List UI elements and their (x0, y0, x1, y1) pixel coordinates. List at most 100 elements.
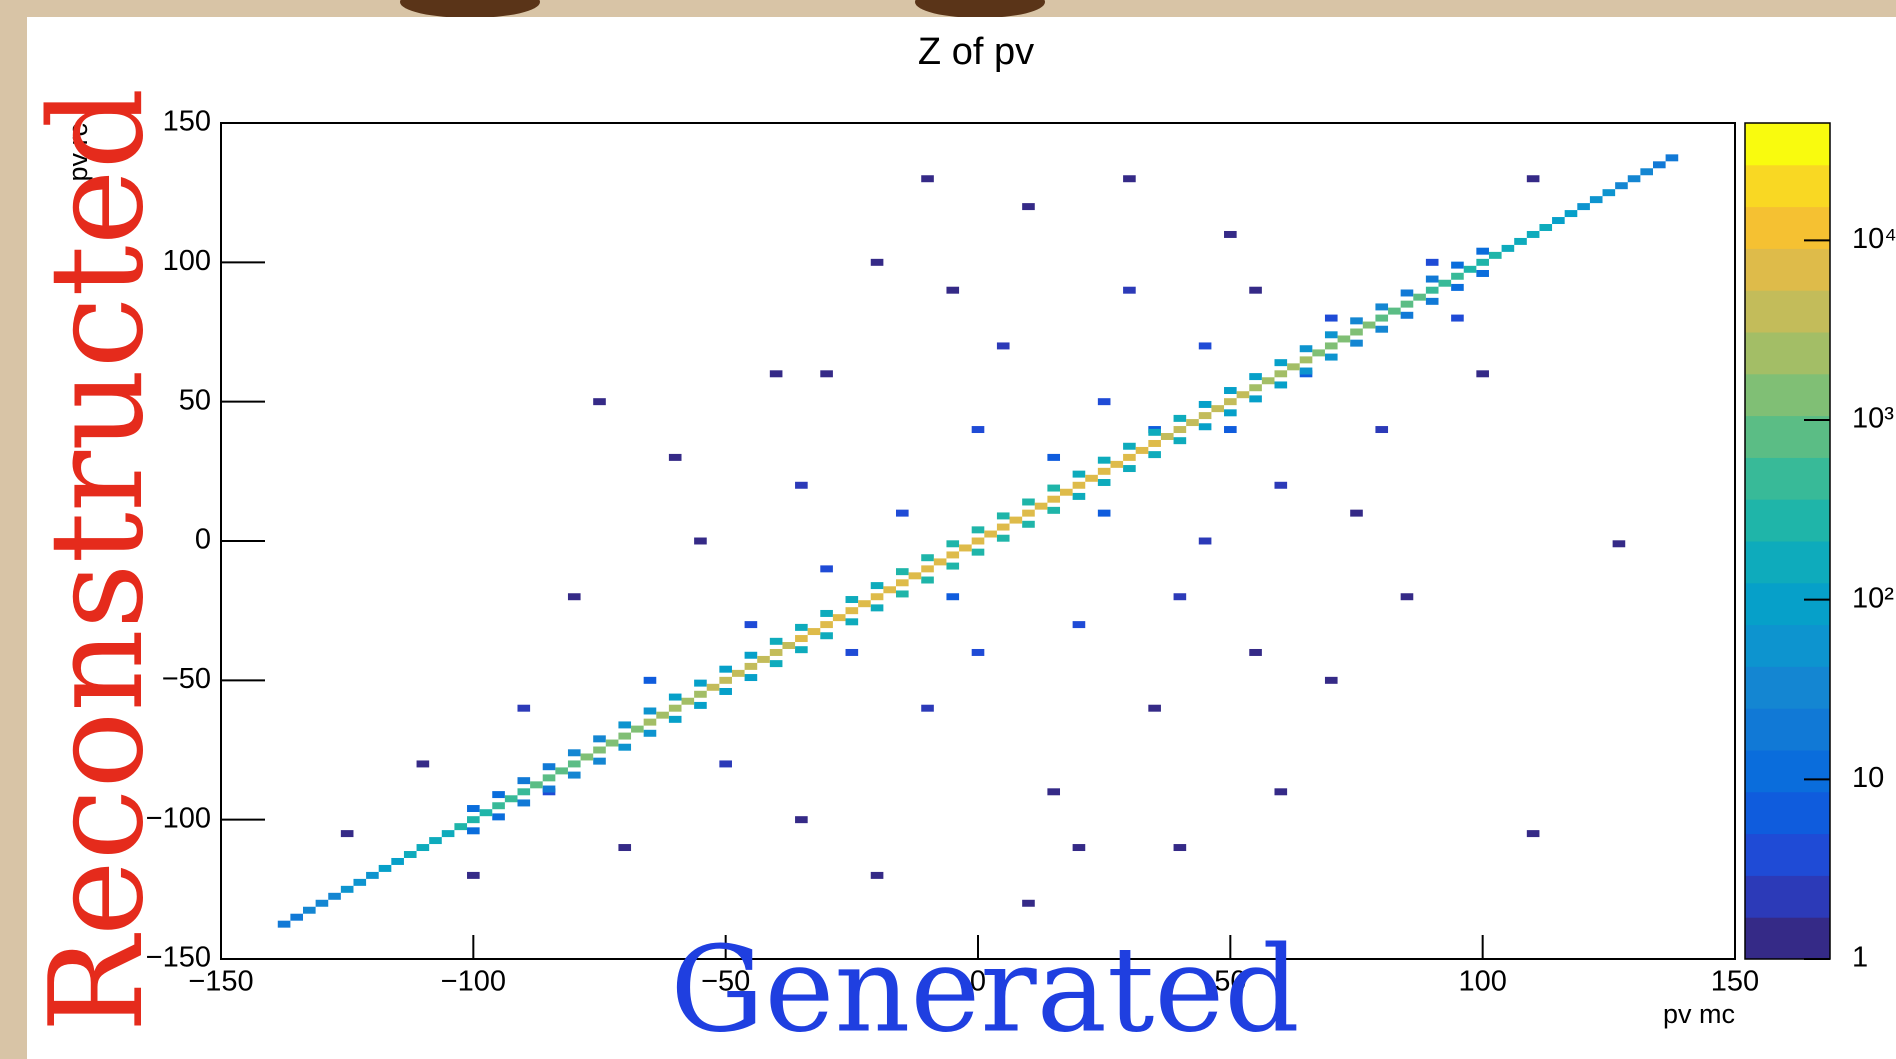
cell (1400, 289, 1414, 297)
cell (1350, 317, 1363, 325)
cell (668, 693, 682, 701)
cell (517, 777, 531, 785)
cell (1526, 830, 1540, 838)
cell (1425, 297, 1439, 305)
cell (1350, 509, 1363, 517)
cell (1627, 175, 1641, 183)
cell (340, 830, 354, 838)
colorbar-band (1745, 582, 1830, 626)
cell (1047, 453, 1061, 461)
cell (618, 844, 632, 852)
cell (668, 715, 682, 723)
cell (681, 697, 695, 705)
cell (946, 562, 960, 570)
cell (1224, 426, 1237, 434)
cell (1324, 353, 1338, 361)
cell (996, 523, 1010, 531)
cell (996, 342, 1010, 350)
cell (921, 565, 934, 573)
cell (618, 721, 632, 729)
cell (719, 665, 732, 673)
cell (1526, 175, 1540, 183)
cell (340, 885, 354, 893)
plot-area: −150 −100 −50 0 50 100 150 −150 −100 −50 0 50 100 150… (146, 106, 1896, 998)
cell (845, 618, 859, 626)
cell (429, 837, 442, 845)
cell (441, 830, 455, 838)
cell (1362, 321, 1376, 329)
cell (845, 596, 859, 604)
colorbar-band (1745, 499, 1830, 542)
cell (643, 718, 657, 726)
cell (542, 763, 556, 771)
cell (694, 679, 707, 687)
x-tick-label: 100 (1458, 966, 1506, 998)
cell (1400, 300, 1414, 308)
cell (1097, 398, 1111, 406)
cell (542, 785, 556, 793)
cell (1110, 460, 1124, 468)
y-tick-label: 0 (195, 524, 211, 556)
cell (328, 892, 341, 900)
cell (467, 827, 480, 835)
cell (1236, 391, 1250, 399)
cell (1249, 384, 1262, 392)
cell (1615, 182, 1628, 190)
colorbar-band (1745, 457, 1830, 500)
colorbar-frame (1744, 122, 1831, 960)
cell (1123, 286, 1136, 294)
cell (744, 662, 758, 670)
cell (1198, 537, 1212, 545)
cell (517, 704, 531, 712)
cell (1072, 492, 1086, 500)
cell (1640, 168, 1653, 176)
cell (1173, 593, 1187, 601)
cell (567, 749, 581, 757)
cell (971, 526, 985, 534)
cell (1451, 283, 1464, 291)
y-axis-label: pv rc (63, 123, 93, 182)
cell (353, 878, 367, 886)
cell (643, 729, 657, 737)
cell (870, 582, 884, 590)
cell (1047, 506, 1061, 514)
cell (290, 913, 304, 921)
cell (277, 920, 291, 928)
cell (1652, 161, 1666, 169)
cell (1350, 328, 1363, 336)
cell (921, 554, 934, 562)
cell (895, 579, 909, 587)
cell (1173, 844, 1187, 852)
cell (643, 676, 657, 684)
colorbar-band (1745, 290, 1830, 333)
cell (668, 453, 682, 461)
colorbar-band (1745, 750, 1830, 793)
cell (971, 426, 985, 434)
cell (1072, 481, 1086, 489)
cell (795, 623, 808, 631)
cell (1476, 247, 1489, 255)
cell (1211, 405, 1225, 413)
cell (567, 771, 581, 779)
cell (403, 851, 417, 858)
cell (1224, 387, 1237, 395)
cell (719, 676, 732, 684)
cell (567, 593, 581, 601)
cell (807, 628, 821, 636)
cell (1451, 272, 1464, 280)
cell (1160, 433, 1174, 440)
x-tick-label: −100 (441, 966, 506, 998)
colorbar-tick-label: 1 (1852, 942, 1868, 974)
cell (832, 614, 846, 622)
cell (1009, 516, 1023, 524)
cell (1148, 428, 1161, 436)
cell (1425, 275, 1439, 283)
cell (971, 537, 985, 545)
cell (1274, 359, 1288, 367)
cell (605, 739, 619, 747)
y-tick-label: 100 (163, 245, 211, 277)
cell (1148, 439, 1161, 447)
cell (1337, 335, 1351, 343)
cell (971, 648, 985, 656)
y-tick-label: −100 (146, 802, 211, 834)
